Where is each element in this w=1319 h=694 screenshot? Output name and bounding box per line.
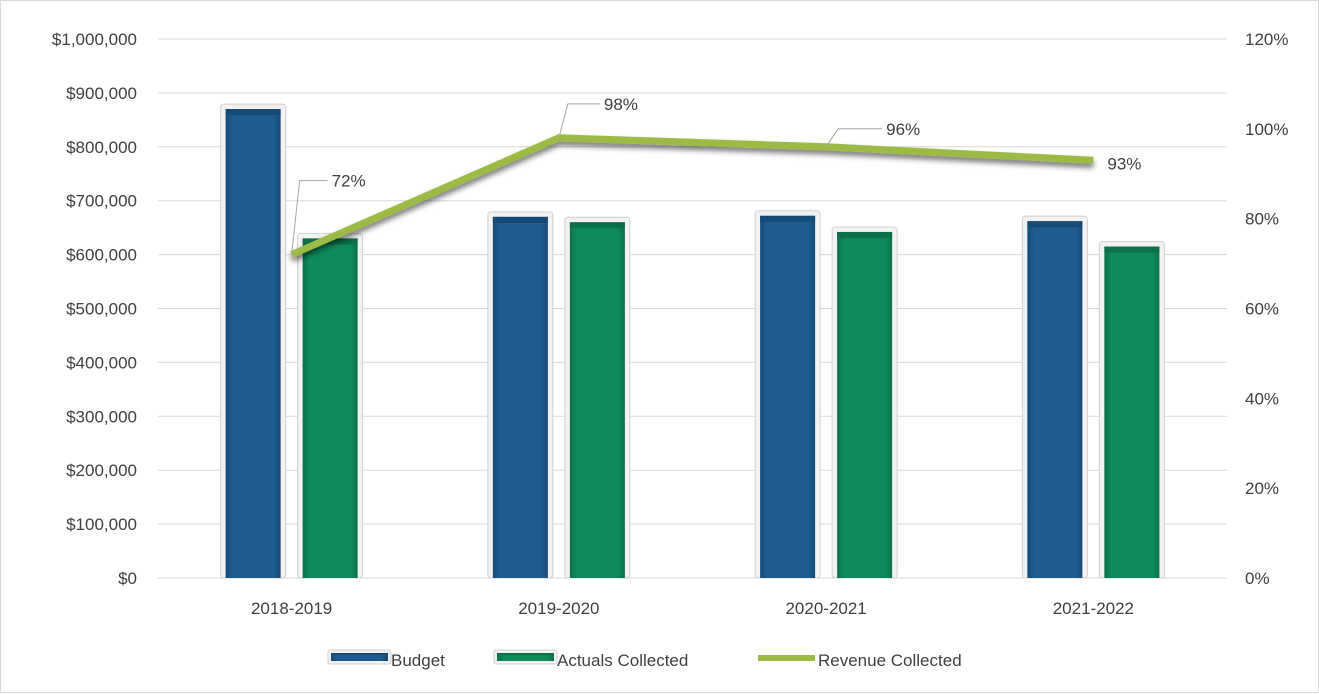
budget-bar [755, 211, 820, 578]
bar-fill [837, 232, 892, 578]
y-right-tick-label: 0% [1245, 569, 1270, 588]
bar-cap [837, 232, 892, 238]
legend-budget: Budget [328, 650, 445, 670]
bar-cap [1104, 247, 1159, 253]
y-right-tick-label: 100% [1245, 120, 1288, 139]
legend-revenue: Revenue Collected [758, 651, 962, 670]
y-left-tick-label: $700,000 [66, 192, 137, 211]
actuals-bar [298, 233, 363, 578]
bar-fill [303, 238, 358, 578]
y-left-tick-label: $0 [118, 569, 137, 588]
x-axis: 2018-2019 2019-2020 2020-2021 2021-2022 [251, 599, 1134, 618]
y-left-tick-label: $900,000 [66, 84, 137, 103]
revenue-collected-line [292, 138, 1094, 255]
bar-fill [760, 216, 815, 578]
bar-fill [1104, 247, 1159, 578]
actuals-bar [1099, 242, 1164, 578]
bar-fill [493, 217, 548, 578]
bar-cap [493, 217, 548, 223]
x-tick-label: 2019-2020 [518, 599, 599, 618]
y-left-tick-label: $400,000 [66, 353, 137, 372]
bar-cap [1027, 221, 1082, 227]
x-tick-label: 2018-2019 [251, 599, 332, 618]
actuals-bar [832, 227, 897, 578]
actuals-bar [565, 217, 630, 578]
legend-label: Budget [391, 651, 445, 670]
bar-fill [570, 222, 625, 578]
legend-swatch-cap [497, 653, 554, 655]
budget-bar [1022, 216, 1087, 578]
bar-cap [570, 222, 625, 228]
bar-cap [760, 216, 815, 222]
revenue-line [292, 138, 1094, 255]
legend-actuals: Actuals Collected [494, 650, 688, 670]
y-left-tick-label: $100,000 [66, 515, 137, 534]
y-right-axis: 0% 20% 40% 60% 80% 100% 120% [1245, 30, 1288, 588]
legend-swatch-cap [331, 653, 388, 655]
y-right-tick-label: 80% [1245, 210, 1279, 229]
budget-bar [221, 104, 286, 578]
legend-label: Revenue Collected [818, 651, 962, 670]
bar-fill [226, 109, 281, 578]
y-left-tick-label: $200,000 [66, 461, 137, 480]
legend: Budget Actuals Collected Revenue Collected [328, 650, 962, 670]
legend-label: Actuals Collected [557, 651, 688, 670]
y-right-tick-label: 20% [1245, 479, 1279, 498]
x-tick-label: 2021-2022 [1053, 599, 1134, 618]
y-left-axis: $0 $100,000 $200,000 $300,000 $400,000 $500,0… [52, 30, 137, 588]
data-labels: 72% 98% 96% 93% [292, 95, 1142, 255]
y-left-tick-label: $300,000 [66, 407, 137, 426]
y-left-tick-label: $600,000 [66, 246, 137, 265]
y-right-tick-label: 40% [1245, 389, 1279, 408]
revenue-data-label: 98% [604, 95, 638, 114]
budget-bar [488, 212, 553, 578]
y-left-tick-label: $1,000,000 [52, 30, 137, 49]
label-leader-line [559, 104, 600, 138]
y-left-tick-label: $500,000 [66, 300, 137, 319]
revenue-data-label: 93% [1107, 154, 1141, 173]
y-right-tick-label: 120% [1245, 30, 1288, 49]
bar-fill [1027, 221, 1082, 578]
y-left-tick-label: $800,000 [66, 138, 137, 157]
revenue-data-label: 96% [886, 120, 920, 139]
y-right-tick-label: 60% [1245, 300, 1279, 319]
bar-cap [226, 109, 281, 115]
x-tick-label: 2020-2021 [785, 599, 866, 618]
revenue-data-label: 72% [332, 172, 366, 191]
